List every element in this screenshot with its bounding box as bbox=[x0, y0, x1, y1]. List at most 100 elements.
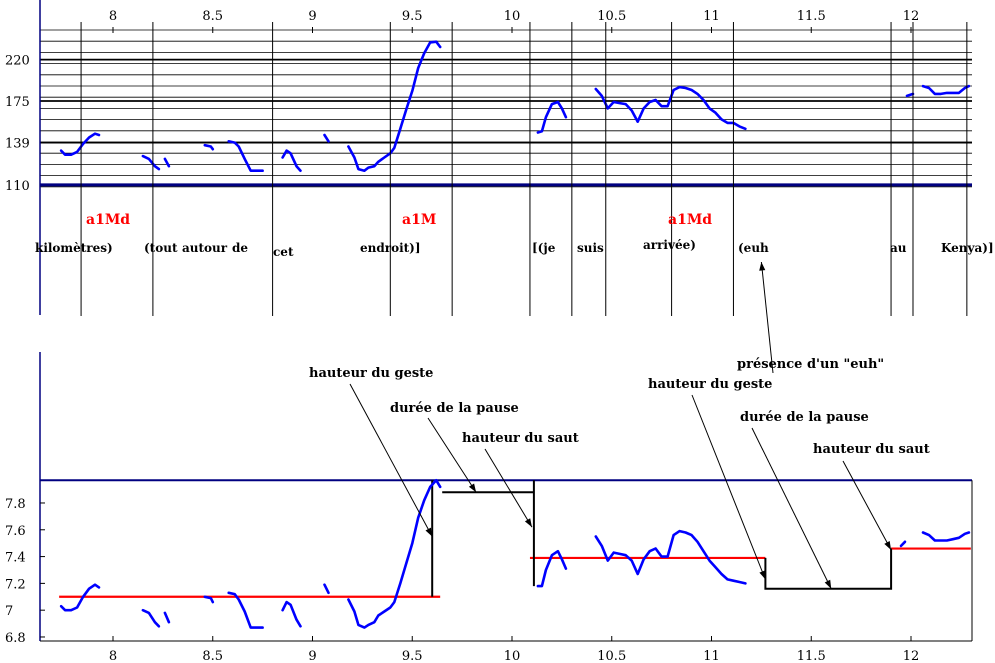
curve-segment bbox=[203, 143, 215, 151]
bottom-y-tick-labels: 6.8 7 7.2 7.4 7.6 7.8 bbox=[5, 497, 45, 646]
curve-segment bbox=[594, 529, 747, 585]
word-label: suis bbox=[577, 241, 604, 255]
x-tick-label: 11.5 bbox=[797, 9, 826, 24]
word-label: arrivée) bbox=[643, 238, 696, 252]
level-lines bbox=[59, 547, 971, 598]
x-tick-label: 8 bbox=[109, 9, 117, 24]
annotation-arrows bbox=[349, 261, 892, 589]
x-tick-label: 10.5 bbox=[597, 649, 626, 663]
y-tick-label: 175 bbox=[5, 95, 30, 110]
x-tick-label: 10 bbox=[504, 9, 521, 24]
arrow-line bbox=[691, 394, 766, 580]
arrow-line bbox=[427, 417, 477, 493]
bottom-x-tick-labels: 8 8.5 9 9.5 10 10.5 11 11.5 12 bbox=[109, 636, 919, 663]
x-tick-label: 10 bbox=[504, 649, 521, 663]
marker-label-1: a1Md bbox=[86, 212, 130, 228]
curve-segment bbox=[141, 608, 161, 628]
x-tick-label: 9.5 bbox=[402, 649, 423, 663]
word-label: autour bbox=[182, 241, 228, 255]
annotation-label: hauteur du geste bbox=[648, 377, 772, 392]
arrow-head bbox=[824, 579, 832, 589]
curve-segment bbox=[163, 611, 171, 624]
top-gridlines bbox=[39, 0, 972, 315]
curve-segment bbox=[899, 540, 907, 548]
word-boundary-lines bbox=[80, 22, 968, 316]
word-label: Kenya)] bbox=[941, 241, 994, 255]
word-label: de bbox=[232, 241, 248, 255]
curve-segment bbox=[323, 583, 330, 595]
annotation-label: présence d'un "euh" bbox=[737, 357, 884, 372]
y-tick-label: 139 bbox=[5, 137, 30, 152]
curve-segment bbox=[281, 600, 302, 628]
bottom-pitch-curve bbox=[59, 478, 971, 629]
x-tick-label: 9 bbox=[308, 9, 316, 24]
curve-segment bbox=[347, 478, 442, 629]
top-pitch-curve bbox=[59, 40, 971, 172]
x-tick-label: 12 bbox=[903, 9, 920, 24]
arrow-line bbox=[484, 448, 533, 528]
y-tick-label: 7.6 bbox=[5, 524, 26, 539]
x-tick-label: 8.5 bbox=[202, 649, 223, 663]
annotation-label: durée de la pause bbox=[390, 401, 519, 416]
y-tick-label: 7.4 bbox=[5, 551, 26, 566]
y-tick-label: 7 bbox=[5, 604, 13, 619]
annotation-label: hauteur du geste bbox=[309, 366, 433, 381]
curve-segment bbox=[905, 92, 915, 98]
annotation-label: hauteur du saut bbox=[462, 431, 579, 446]
annotation-label: durée de la pause bbox=[740, 410, 869, 425]
annotation-label: hauteur du saut bbox=[813, 442, 930, 457]
x-tick-label: 10.5 bbox=[597, 9, 626, 24]
curve-segment bbox=[59, 583, 101, 612]
arrow-head bbox=[425, 527, 433, 537]
word-label: au bbox=[890, 241, 907, 255]
curve-segment bbox=[141, 154, 161, 171]
marker-label-2: a1M bbox=[402, 212, 436, 228]
curve-segment bbox=[536, 549, 568, 588]
arrow-head bbox=[884, 541, 892, 550]
word-label: [(je bbox=[532, 241, 556, 255]
curve-segment bbox=[594, 85, 747, 131]
arrow-head bbox=[468, 483, 477, 493]
y-tick-label: 7.2 bbox=[5, 577, 26, 592]
word-label: (euh bbox=[738, 241, 769, 255]
marker-label-3: a1Md bbox=[668, 212, 712, 228]
x-tick-label: 12 bbox=[903, 649, 920, 663]
bottom-axes-frame bbox=[39, 352, 973, 642]
arrow-head bbox=[759, 570, 766, 580]
x-tick-label: 11 bbox=[703, 649, 720, 663]
curve-segment bbox=[163, 157, 171, 168]
curve-segment bbox=[347, 40, 442, 172]
x-tick-label: 8 bbox=[109, 649, 117, 663]
curve-segment bbox=[536, 100, 568, 134]
x-tick-label: 11.5 bbox=[797, 649, 826, 663]
y-tick-label: 110 bbox=[5, 179, 30, 194]
arrow-line bbox=[751, 427, 832, 589]
transcription-band: a1Md a1M a1Md kilomètres) (tout autour d… bbox=[35, 22, 994, 316]
arrow-head bbox=[759, 262, 766, 271]
curve-segment bbox=[323, 133, 330, 143]
arrow-line bbox=[349, 383, 433, 537]
arrow-line bbox=[842, 460, 892, 551]
annotations: hauteur du geste durée de la pause haute… bbox=[309, 261, 930, 589]
top-y-tick-labels: 110 139 175 220 bbox=[5, 54, 30, 194]
word-label: cet bbox=[273, 245, 294, 259]
bottom-panel: 8 8.5 9 9.5 10 10.5 11 11.5 12 6.8 7 7.2 7.4 7.6 7.8 bbox=[5, 352, 973, 663]
y-tick-label: 220 bbox=[5, 54, 30, 69]
step-lines bbox=[431, 480, 893, 597]
x-tick-label: 11 bbox=[703, 9, 720, 24]
arrow-head bbox=[524, 518, 532, 528]
curve-segment bbox=[921, 531, 971, 542]
curve-segment bbox=[227, 591, 264, 629]
curve-segment bbox=[203, 595, 215, 604]
y-tick-label: 6.8 bbox=[5, 631, 26, 646]
top-x-tick-labels: 8 8.5 9 9.5 10 10.5 11 11.5 12 bbox=[109, 9, 919, 33]
arrow-line bbox=[760, 261, 774, 374]
curve-segment bbox=[921, 84, 971, 96]
word-label: (tout bbox=[144, 241, 178, 255]
x-tick-label: 9 bbox=[308, 649, 316, 663]
x-tick-label: 8.5 bbox=[202, 9, 223, 24]
word-label: kilomètres) bbox=[35, 241, 113, 255]
curve-segment bbox=[281, 149, 302, 172]
curve-segment bbox=[227, 140, 264, 172]
